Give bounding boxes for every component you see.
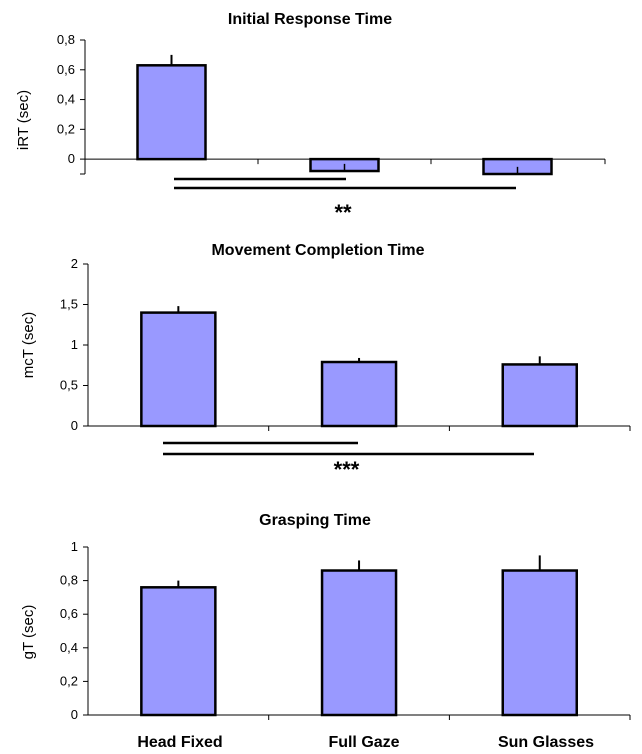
chart-title: Movement Completion Time (211, 242, 424, 259)
chart-title: Initial Response Time (228, 11, 392, 28)
bar (140, 311, 217, 428)
y-tick-label: 0,4 (60, 640, 78, 655)
y-tick-label: 0 (71, 707, 78, 722)
panel-grasping-time: Grasping Time gT (sec) 1 0,8 0,6 0,4 0,2 0 (20, 512, 631, 722)
panel-movement-completion-time: Movement Completion Time mcT (sec) 2 1,5 1… (20, 242, 631, 482)
bar (320, 569, 398, 717)
y-tick-label: 0,8 (57, 32, 75, 47)
y-tick-label: 0,2 (57, 121, 75, 136)
y-axis-label: mcT (sec) (20, 312, 37, 378)
bar (136, 64, 207, 161)
y-tick-label: 0,5 (60, 378, 78, 393)
significance-marker: ** (334, 200, 352, 225)
y-tick-label: 0,4 (57, 92, 75, 107)
y-tick-label: 1,5 (60, 297, 78, 312)
y-tick-label: 1 (71, 539, 78, 554)
plot-area: 0,8 0,6 0,4 0,2 0 ** (57, 32, 606, 225)
y-axis-label: iRT (sec) (15, 90, 32, 150)
y-tick-label: 0,8 (60, 573, 78, 588)
category-label: Sun Glasses (498, 734, 594, 751)
bar (501, 569, 578, 717)
y-axis-label: gT (sec) (20, 605, 37, 660)
y-tick-label: 0 (68, 151, 75, 166)
plot-area: 2 1,5 1 0,5 0 *** (60, 256, 631, 482)
significance-marker: *** (334, 457, 360, 482)
bar (501, 363, 578, 428)
plot-area: 1 0,8 0,6 0,4 0,2 0 (60, 539, 631, 722)
y-tick-label: 0,6 (60, 606, 78, 621)
bar (140, 586, 217, 717)
category-labels: Head Fixed Full Gaze Sun Glasses (137, 734, 594, 751)
y-tick-label: 0,6 (57, 62, 75, 77)
panel-initial-response-time: Initial Response Time iRT (sec) 0,80,60,… (15, 11, 606, 225)
category-label: Full Gaze (328, 734, 399, 751)
chart-title: Grasping Time (259, 512, 371, 529)
category-label: Head Fixed (137, 734, 222, 751)
y-tick-label: 0 (71, 418, 78, 433)
y-tick-label: 0,2 (60, 673, 78, 688)
y-tick-label: 1 (71, 337, 78, 352)
bar (320, 360, 398, 428)
y-tick-label: 2 (71, 256, 78, 271)
